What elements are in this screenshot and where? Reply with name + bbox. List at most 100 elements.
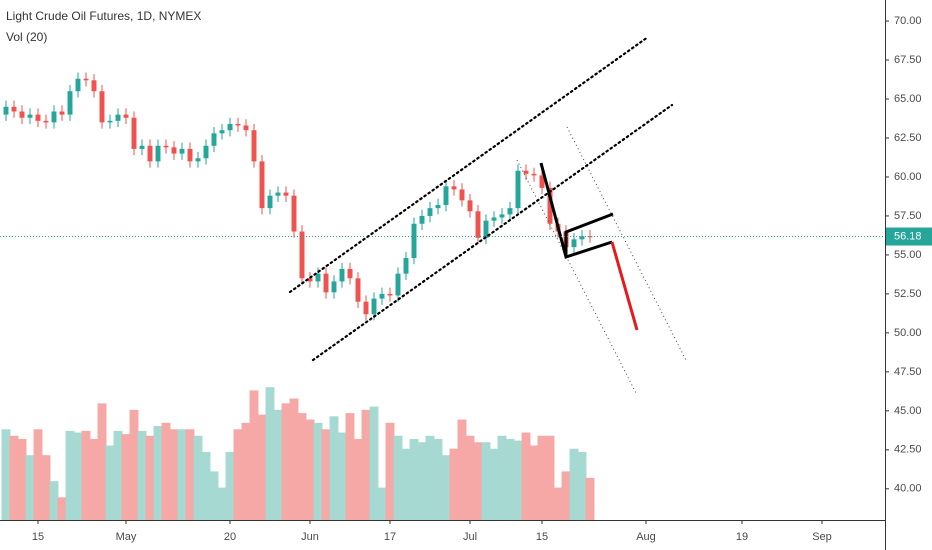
volume-bar (569, 448, 579, 520)
candle-body (299, 231, 305, 279)
candle-body (283, 192, 289, 196)
candle-body (483, 220, 489, 238)
volume-bar (241, 422, 251, 520)
candle-body (531, 173, 537, 176)
candle-body (163, 145, 169, 148)
volume-bar (385, 422, 395, 520)
drawings (288, 35, 688, 396)
volume-bar (201, 451, 211, 520)
candle-body (35, 114, 41, 121)
candle-body (459, 189, 465, 201)
candle-body (523, 170, 529, 174)
volume-bar (81, 430, 91, 520)
candle-body (395, 273, 401, 296)
volume-bar (537, 435, 547, 520)
volume-bar (17, 439, 27, 520)
volume-bar (209, 471, 219, 520)
volume-bar (153, 426, 163, 520)
candle-body (443, 186, 449, 206)
candle-body (339, 268, 345, 282)
volume-bar (393, 435, 403, 520)
candle-body (115, 114, 121, 121)
projection-line (610, 241, 639, 331)
volume-bar (289, 398, 299, 520)
y-tick-label: 52.50 (894, 288, 922, 300)
candle-body (379, 293, 385, 299)
volume-bar (409, 439, 419, 520)
candle-body (315, 273, 321, 282)
volume-bar (473, 442, 483, 520)
volume-bar (89, 439, 99, 520)
x-tick-label: May (116, 531, 137, 543)
volume-bar (217, 487, 227, 520)
chart-title: Light Crude Oil Futures, 1D, NYMEX (6, 9, 201, 23)
candle-body (275, 192, 281, 196)
volume-bar (313, 422, 323, 520)
candle-body (219, 130, 225, 134)
candle-body (411, 223, 417, 259)
candle-body (475, 211, 481, 238)
volume-bar (425, 435, 435, 520)
candle-body (307, 278, 313, 282)
candle-body (43, 120, 49, 123)
y-tick-label: 55.00 (894, 249, 922, 261)
volume-bar (345, 413, 355, 520)
volume-bar (465, 435, 475, 520)
volume-bar (577, 451, 587, 520)
candle-body (387, 293, 393, 296)
volume-bar (401, 448, 411, 520)
candle-body (267, 195, 273, 209)
candle-body (107, 120, 113, 123)
volume-bar (257, 414, 267, 520)
volume-bar (441, 455, 451, 520)
volume-bar (233, 429, 243, 520)
volume-bar (417, 442, 427, 520)
volume-bar (377, 487, 387, 520)
volume-bar (561, 471, 571, 520)
volume-bar (449, 448, 459, 520)
candle-body (187, 148, 193, 162)
candle-body (515, 170, 521, 209)
y-tick-label: 62.50 (894, 132, 922, 144)
x-tick-label: Jun (301, 531, 319, 543)
candle-body (323, 273, 329, 293)
y-tick-label: 65.00 (894, 93, 922, 105)
candle-layer (3, 72, 593, 321)
candle-body (51, 111, 57, 123)
candle-body (467, 200, 473, 212)
candle-body (259, 161, 265, 209)
volume-bar (97, 403, 107, 520)
volume-bar (161, 422, 171, 520)
last-price-label: 56.18 (894, 230, 922, 242)
candle-body (91, 80, 97, 92)
volume-bar (9, 435, 19, 520)
candle-body (11, 106, 17, 112)
volume-bar (129, 409, 139, 520)
y-tick-label: 47.50 (894, 366, 922, 378)
y-tick-label: 50.00 (894, 327, 922, 339)
volume-bar (177, 429, 187, 520)
volume-bar (225, 451, 235, 520)
candle-body (131, 117, 137, 149)
last-price-box (886, 227, 932, 246)
volume-bar (145, 435, 155, 520)
volume-bar (73, 432, 83, 520)
candle-body (195, 158, 201, 162)
candle-body (147, 145, 153, 162)
volume-bar (305, 419, 315, 520)
x-tick-label: 15 (32, 531, 44, 543)
candle-body (243, 125, 249, 131)
volume-label: Vol (20) (6, 30, 47, 44)
candle-body (99, 91, 105, 123)
candle-body (547, 187, 553, 224)
volume-bar (65, 430, 75, 520)
y-tick-label: 70.00 (894, 15, 922, 27)
candle-body (347, 268, 353, 279)
candle-body (179, 148, 185, 154)
volume-bar (553, 487, 563, 520)
volume-bar (297, 413, 307, 520)
y-tick-label: 60.00 (894, 171, 922, 183)
volume-bar (265, 387, 275, 520)
candle-body (123, 114, 129, 118)
